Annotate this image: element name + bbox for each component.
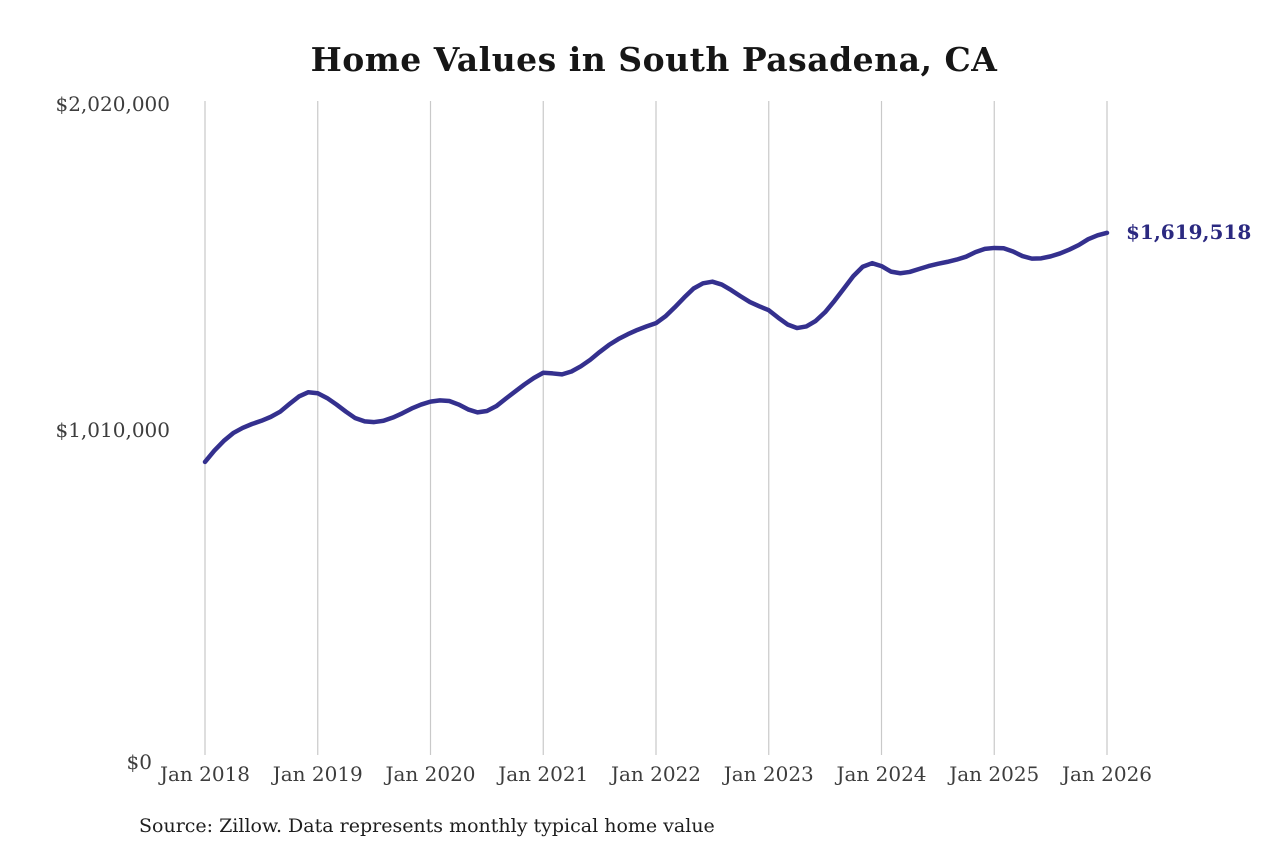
source-note: Source: Zillow. Data represents monthly …	[139, 815, 715, 837]
chart-title: Home Values in South Pasadena, CA	[310, 40, 998, 79]
x-tick-label-2022: Jan 2022	[610, 762, 702, 786]
y-tick-label-mid: $1,010,000	[55, 418, 170, 442]
x-tick-label-2021: Jan 2021	[498, 762, 589, 786]
x-tick-label-2025: Jan 2025	[949, 762, 1040, 786]
x-tick-label-2026: Jan 2026	[1061, 762, 1153, 786]
vertical-gridlines	[204, 101, 1108, 755]
x-tick-label-2020: Jan 2020	[385, 762, 476, 786]
y-tick-label-top: $2,020,000	[55, 92, 170, 116]
x-tick-label-2019: Jan 2019	[272, 762, 363, 786]
latest-value-label: $1,619,518	[1126, 220, 1252, 244]
x-tick-label-2018: Jan 2018	[159, 762, 251, 786]
home-value-line	[202, 230, 1110, 465]
x-tick-label-2023: Jan 2023	[723, 762, 814, 786]
x-tick-label-2024: Jan 2024	[836, 762, 927, 786]
y-tick-label-zero: $0	[126, 750, 152, 774]
